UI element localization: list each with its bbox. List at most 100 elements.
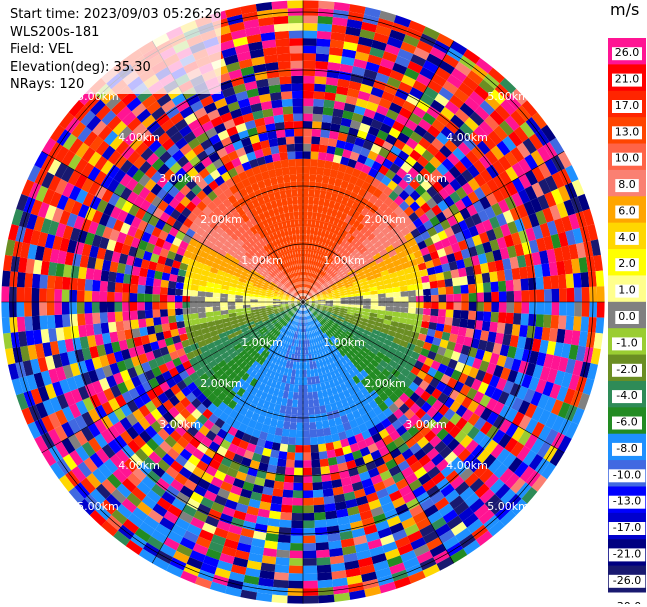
velocity-gate [34,343,45,359]
velocity-gate [415,295,424,302]
velocity-gate [166,447,180,461]
velocity-gate [484,206,496,220]
velocity-gate [78,324,88,338]
velocity-gate [370,305,379,310]
velocity-gate [126,191,139,204]
velocity-gate [367,443,379,454]
velocity-gate [152,348,163,359]
velocity-gate [207,402,218,414]
velocity-gate [416,491,431,505]
velocity-gate [47,158,62,176]
velocity-gate [332,17,348,27]
velocity-gate [348,271,357,279]
velocity-gate [265,185,274,195]
velocity-gate [419,167,431,180]
velocity-gate [139,267,149,278]
velocity-gate [432,337,442,347]
velocity-gate [208,413,219,424]
velocity-gate [217,192,228,203]
velocity-gate [454,361,465,373]
velocity-gate [232,393,242,404]
velocity-gate [307,307,314,314]
velocity-gate [479,421,493,435]
velocity-gate [330,123,341,133]
velocity-gate [401,125,414,138]
velocity-gate [168,185,180,198]
velocity-gate [293,121,303,129]
velocity-gate [477,209,489,223]
velocity-gate [370,118,383,130]
velocity-gate [265,62,279,72]
velocity-gate [195,241,206,251]
velocity-gate [195,353,206,363]
velocity-gate [443,170,456,184]
velocity-gate [388,201,399,212]
velocity-gate [478,154,493,170]
velocity-gate [54,275,64,290]
velocity-gate [357,338,367,347]
velocity-gate [511,324,521,337]
velocity-gate [148,215,160,227]
velocity-gate [309,265,313,273]
velocity-gate [363,485,376,496]
velocity-gate [16,302,25,317]
velocity-gate [188,472,202,485]
velocity-gate [152,302,160,310]
velocity-gate [303,173,310,182]
velocity-gate [262,279,271,285]
velocity-gate [420,347,430,358]
velocity-gate [414,419,426,431]
velocity-gate [99,354,110,368]
velocity-gate [339,238,348,248]
velocity-gate [273,403,282,413]
velocity-gate [402,216,413,227]
velocity-gate [362,294,371,299]
velocity-gate [342,484,354,494]
velocity-gate [274,339,281,348]
velocity-gate [361,346,371,355]
velocity-gate [462,136,477,151]
velocity-gate [238,58,253,69]
velocity-gate [406,318,415,326]
velocity-gate [257,373,266,383]
velocity-gate [159,302,168,310]
velocity-gate [238,246,247,255]
velocity-gate [336,236,345,246]
velocity-gate [227,298,236,302]
velocity-gate [221,47,237,59]
velocity-gate [415,256,425,265]
velocity-gate [531,182,545,198]
velocity-gate [152,207,164,220]
velocity-gate [563,329,573,345]
velocity-gate [325,295,333,299]
velocity-gate [186,264,196,273]
ppi-plot: 1.00km2.00km3.00km4.00km5.00km1.00km2.00… [1,0,605,604]
velocity-gate [273,297,281,300]
velocity-gate [204,465,218,477]
velocity-gate [370,290,378,295]
velocity-gate [337,367,345,376]
velocity-gate [369,389,379,400]
velocity-gate [273,160,282,170]
velocity-gate [426,395,438,407]
velocity-gate [228,223,238,233]
velocity-gate [514,243,525,257]
velocity-gate [157,392,169,404]
velocity-gate [168,395,180,407]
velocity-gate [201,269,210,277]
velocity-gate [466,518,484,534]
velocity-gate [398,382,409,393]
velocity-gate [289,314,295,321]
velocity-gate [247,175,258,185]
velocity-gate [86,115,102,132]
velocity-gate [359,260,369,269]
velocity-gate [295,445,303,453]
velocity-gate [504,268,513,281]
velocity-gate [264,54,278,64]
velocity-gate [430,99,445,113]
velocity-gate [89,509,107,527]
velocity-gate [41,137,57,155]
velocity-gate [355,341,364,350]
velocity-gate [125,539,143,555]
velocity-gate [290,273,295,282]
